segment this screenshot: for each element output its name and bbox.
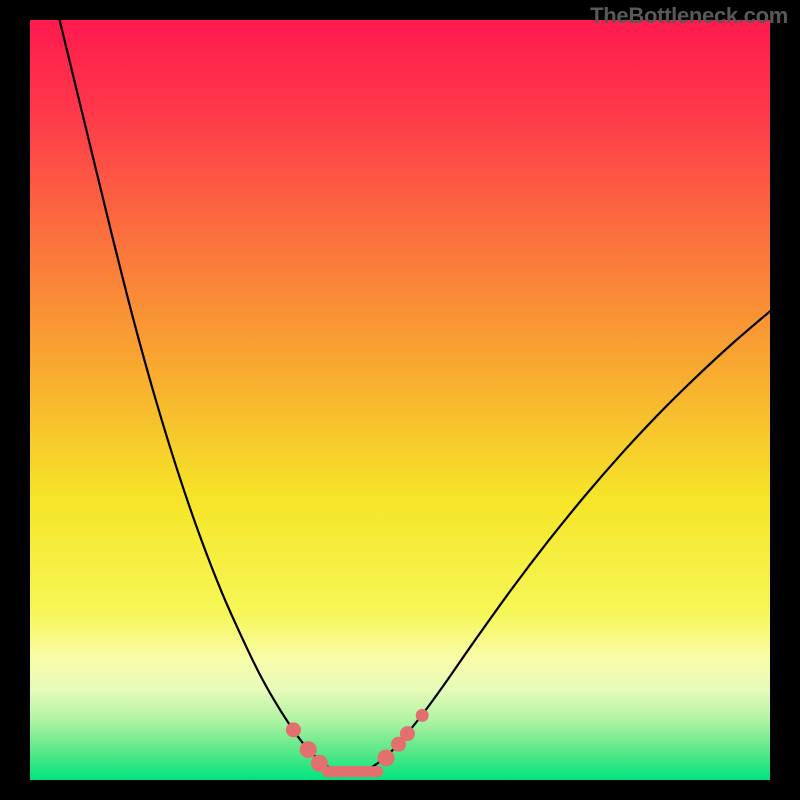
plot-area [30, 20, 770, 780]
watermark-text: TheBottleneck.com [590, 3, 788, 29]
marker-dot [416, 709, 428, 721]
marker-dot [378, 750, 394, 766]
marker-dot [400, 727, 414, 741]
marker-dot [311, 755, 327, 771]
chart-container: TheBottleneck.com [0, 0, 800, 800]
chart-svg [0, 0, 800, 800]
marker-dot [286, 723, 300, 737]
marker-dot [300, 742, 316, 758]
